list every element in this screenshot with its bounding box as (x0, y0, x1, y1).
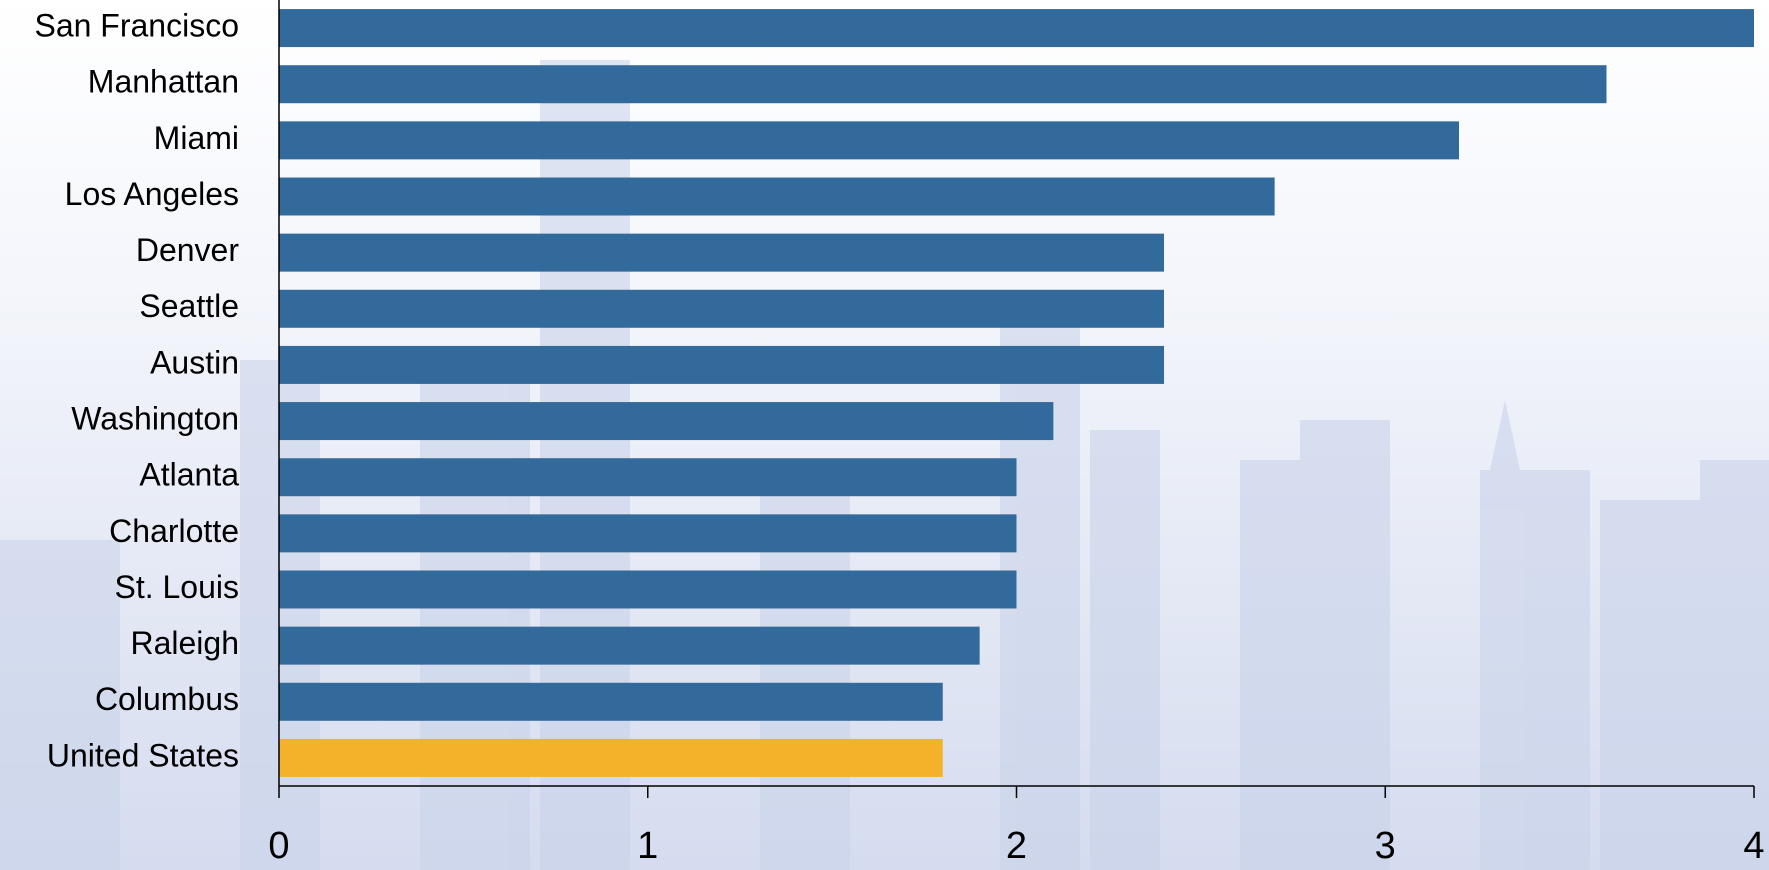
y-tick-label: San Francisco (34, 8, 239, 44)
y-tick-label: Seattle (139, 288, 239, 324)
y-tick-label: Washington (71, 401, 239, 437)
y-tick-label: Miami (154, 120, 239, 156)
y-tick-label: Columbus (95, 681, 239, 717)
chart: San Francisco Manhattan Miami Los Angeles De… (0, 0, 1769, 870)
bar (279, 121, 1459, 159)
bar (279, 346, 1164, 384)
y-tick-label: Charlotte (109, 513, 239, 549)
x-tick-label: 0 (268, 825, 289, 867)
y-tick-label: St. Louis (114, 569, 239, 605)
bar (279, 65, 1607, 103)
y-tick-label: Atlanta (139, 457, 239, 493)
bar (279, 9, 1754, 47)
x-tick-label: 1 (637, 825, 658, 867)
x-tick-label: 4 (1743, 825, 1764, 867)
x-tick-label: 2 (1006, 825, 1027, 867)
y-tick-label: Austin (150, 344, 239, 380)
bar (279, 627, 980, 665)
y-tick-label: Manhattan (88, 64, 239, 100)
bar (279, 571, 1017, 609)
y-tick-label: Raleigh (130, 625, 239, 661)
x-tick-label: 3 (1375, 825, 1396, 867)
y-tick-label: Denver (136, 232, 240, 268)
bar (279, 739, 943, 777)
y-tick-label: Los Angeles (65, 176, 239, 212)
bar (279, 458, 1017, 496)
bar (279, 234, 1164, 272)
bar (279, 402, 1053, 440)
bar (279, 290, 1164, 328)
bar (279, 514, 1017, 552)
y-tick-label: United States (47, 737, 239, 773)
bar (279, 178, 1275, 216)
bar (279, 683, 943, 721)
